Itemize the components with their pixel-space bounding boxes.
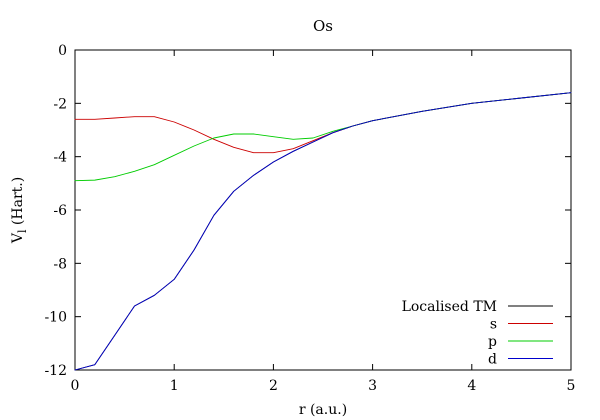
series-line-s xyxy=(74,92,572,154)
y-axis-label-rest: (Hart.) xyxy=(10,177,26,230)
x-tick-label: 5 xyxy=(567,378,576,394)
x-tick-label: 4 xyxy=(467,378,476,394)
x-tick-label: 2 xyxy=(269,378,278,394)
y-tick-label: -10 xyxy=(44,310,67,326)
y-axis-label: Vl (Hart.) xyxy=(10,177,29,244)
y-tick-label: -12 xyxy=(44,363,67,379)
x-axis-label: r (a.u.) xyxy=(299,402,347,418)
series-line-d xyxy=(74,92,572,371)
y-tick-label: -4 xyxy=(53,150,67,166)
series-layer xyxy=(74,92,572,371)
x-tick-label: 0 xyxy=(71,378,80,394)
legend-label: s xyxy=(490,317,497,333)
x-ticks: 0 1 2 3 4 5 xyxy=(71,50,576,394)
legend-label: Localised TM xyxy=(402,299,497,315)
y-axis-label-sub: l xyxy=(16,229,29,233)
x-tick-label: 1 xyxy=(170,378,179,394)
chart-title: Os xyxy=(313,17,333,35)
legend-label: p xyxy=(488,334,497,350)
y-axis-label-main: V xyxy=(10,232,26,244)
y-tick-label: -6 xyxy=(53,203,67,219)
x-tick-label: 3 xyxy=(368,378,377,394)
y-tick-label: 0 xyxy=(58,43,67,59)
y-tick-label: -2 xyxy=(53,96,67,112)
legend-label: d xyxy=(488,352,497,368)
y-tick-label: -8 xyxy=(53,256,67,272)
legend: Localised TM spd xyxy=(402,299,553,368)
y-ticks: 0 -2 -4 -6 -8 -10 -12 xyxy=(44,43,571,379)
